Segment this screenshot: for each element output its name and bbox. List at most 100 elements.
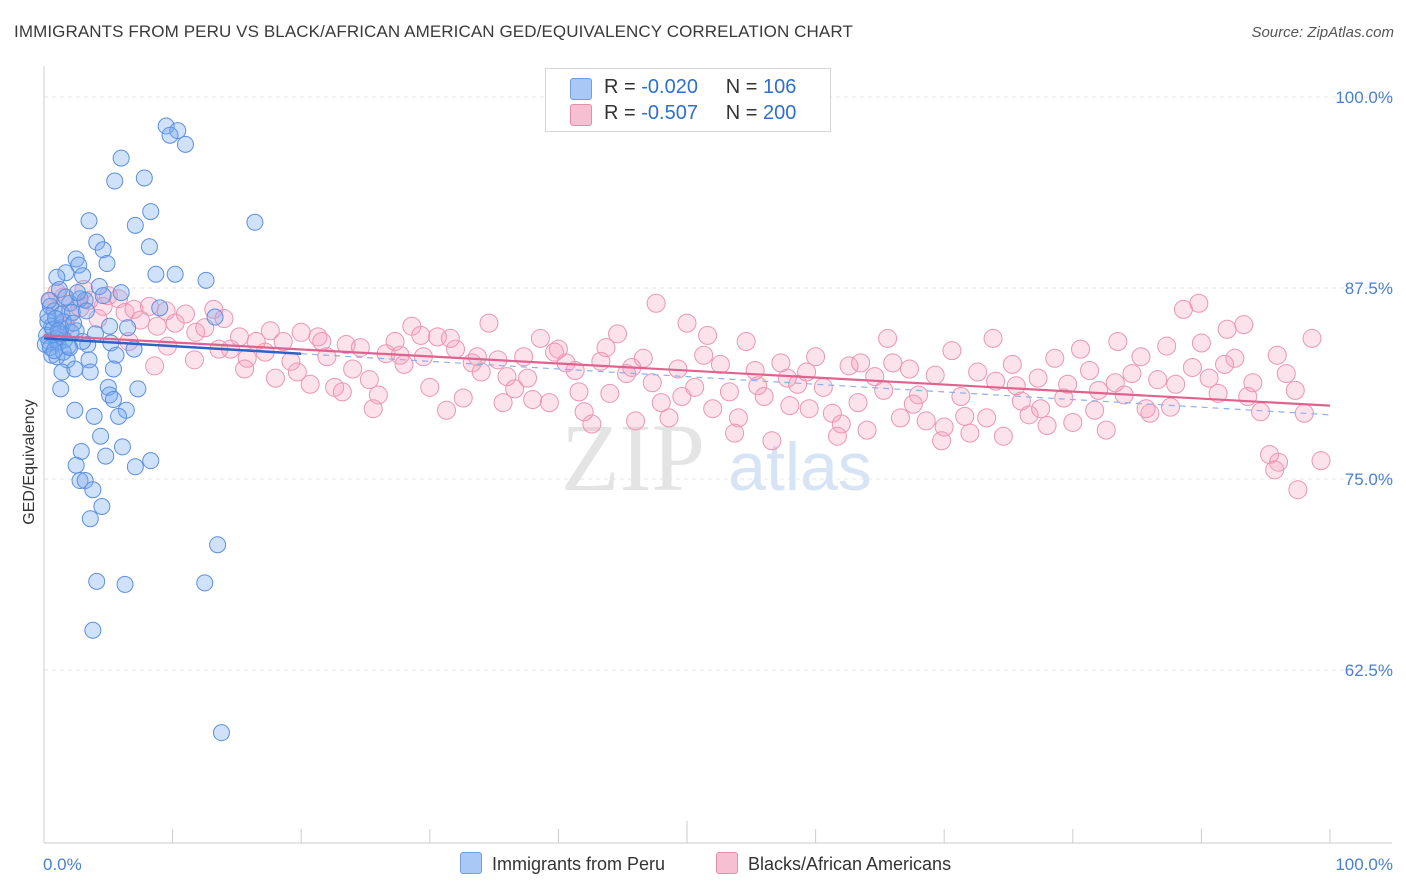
point-black (1302, 328, 1322, 348)
point-black (1166, 374, 1186, 394)
point-black (1148, 370, 1168, 390)
point-black (260, 321, 280, 341)
point-peru (80, 212, 98, 230)
point-black (600, 383, 620, 403)
point-peru (94, 241, 112, 259)
point-black (1189, 293, 1209, 313)
point-peru (97, 447, 115, 465)
bottom-legend-label-black: Blacks/African Americans (748, 854, 952, 874)
point-peru (92, 427, 110, 445)
point-peru (68, 284, 86, 302)
point-black (848, 393, 868, 413)
point-peru (66, 360, 84, 378)
y-tick-label: 62.5% (1345, 661, 1393, 680)
point-black (890, 408, 910, 428)
point-black (1217, 319, 1237, 339)
bottom-legend-peru: Immigrants from Peru (460, 852, 665, 875)
point-peru (116, 575, 134, 593)
point-black (762, 431, 782, 451)
point-black (1182, 357, 1202, 377)
point-black (420, 377, 440, 397)
point-peru (84, 481, 102, 499)
point-black (626, 411, 646, 431)
y-tick-label: 87.5% (1345, 279, 1393, 298)
point-peru (52, 380, 70, 398)
point-black (813, 377, 833, 397)
chart-source: Source: ZipAtlas.com (1251, 24, 1394, 41)
point-peru (112, 284, 130, 302)
point-peru (119, 319, 137, 337)
point-black (235, 359, 255, 379)
point-black (1131, 347, 1151, 367)
point-black (437, 400, 457, 420)
point-black (471, 362, 491, 382)
point-black (1085, 400, 1105, 420)
point-black (453, 388, 473, 408)
x-tick-label-max: 100.0% (1335, 855, 1393, 874)
point-black (1285, 380, 1305, 400)
point-peru (126, 216, 144, 234)
legend-n-value-black: 200 (763, 102, 797, 124)
point-black (479, 313, 499, 333)
point-black (343, 359, 363, 379)
point-black (518, 368, 538, 388)
point-black (968, 362, 988, 382)
point-peru (196, 574, 214, 592)
point-black (1080, 361, 1100, 381)
point-black (1265, 460, 1285, 480)
point-black (736, 331, 756, 351)
point-peru (135, 169, 153, 187)
point-peru (98, 255, 116, 273)
point-black (1045, 348, 1065, 368)
point-black (130, 310, 150, 330)
point-peru (74, 267, 92, 285)
series-blacks-african-americans (40, 280, 1331, 500)
point-peru (53, 363, 71, 381)
point-black (545, 342, 565, 362)
point-black (300, 374, 320, 394)
point-black (977, 408, 997, 428)
point-black (698, 325, 718, 345)
watermark-atlas: atlas (728, 429, 872, 505)
point-peru (40, 291, 58, 309)
point-black (147, 316, 167, 336)
watermark: ZIP atlas (561, 404, 872, 511)
point-peru (77, 302, 95, 320)
point-black (1006, 376, 1026, 396)
legend-n-label: N = (725, 76, 758, 98)
point-peru (104, 391, 122, 409)
point-black (1136, 399, 1156, 419)
point-peru (94, 287, 112, 305)
bottom-legend-black: Blacks/African Americans (716, 852, 951, 875)
point-black (505, 379, 525, 399)
point-black (1251, 402, 1271, 422)
point-black (1238, 386, 1258, 406)
trend-line-peru-extension (301, 353, 1331, 416)
point-black (1234, 315, 1254, 335)
point-black (908, 385, 928, 405)
point-peru (70, 256, 88, 274)
point-peru (209, 536, 227, 554)
point-peru (113, 438, 131, 456)
point-black (951, 386, 971, 406)
point-black (1002, 354, 1022, 374)
point-black (514, 347, 534, 367)
point-black (799, 399, 819, 419)
point-black (725, 423, 745, 443)
point-black (806, 347, 826, 367)
point-black (175, 304, 195, 324)
point-peru (107, 346, 125, 364)
point-peru (81, 363, 99, 381)
point-black (596, 338, 616, 358)
y-tick-labels: 100.0% 87.5% 75.0% 62.5% (1335, 88, 1393, 680)
point-black (916, 411, 936, 431)
point-peru (212, 724, 230, 742)
point-peru (61, 339, 79, 357)
point-peru (246, 213, 264, 231)
point-black (1288, 480, 1308, 500)
point-peru (147, 265, 165, 283)
point-black (359, 370, 379, 390)
y-tick-label: 100.0% (1335, 88, 1393, 107)
axes (43, 66, 1392, 844)
point-black (932, 431, 952, 451)
